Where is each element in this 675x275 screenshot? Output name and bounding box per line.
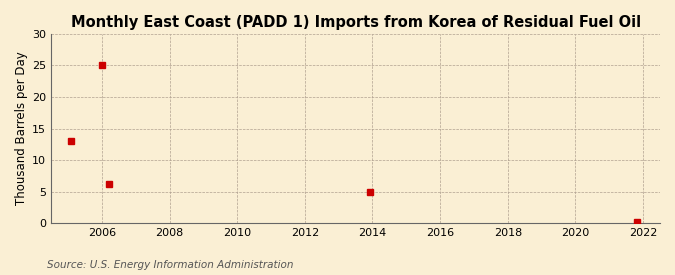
Title: Monthly East Coast (PADD 1) Imports from Korea of Residual Fuel Oil: Monthly East Coast (PADD 1) Imports from… [70,15,641,30]
Text: Source: U.S. Energy Information Administration: Source: U.S. Energy Information Administ… [47,260,294,270]
Y-axis label: Thousand Barrels per Day: Thousand Barrels per Day [15,52,28,205]
